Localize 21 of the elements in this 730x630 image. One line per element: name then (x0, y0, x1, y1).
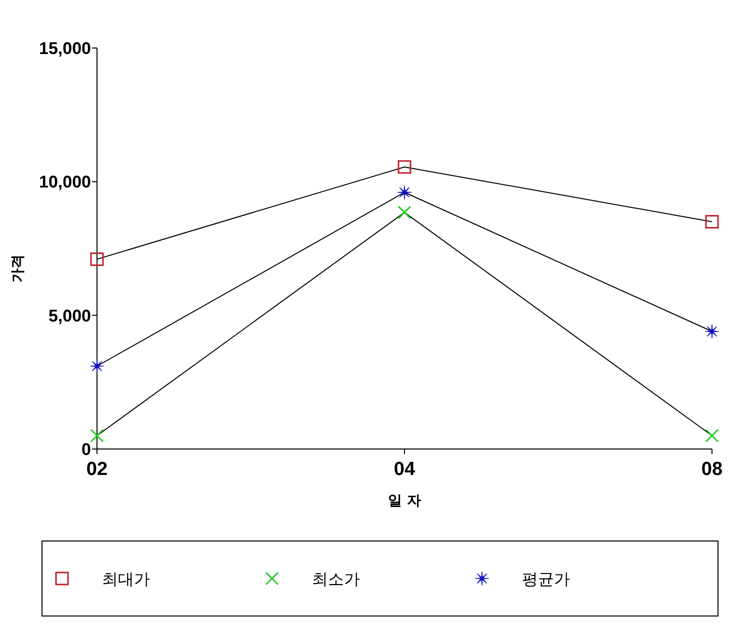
x-tick-label: 02 (86, 459, 108, 480)
point (398, 206, 412, 220)
y-tick-label: 0 (82, 440, 91, 459)
legend-label: 최소가 (312, 570, 360, 588)
y-tick-label: 15,000 (39, 39, 91, 58)
point (398, 160, 412, 174)
x-tick-label: 04 (394, 459, 416, 480)
x-axis-title: 일 자 (388, 493, 421, 509)
point (90, 358, 104, 374)
point (397, 185, 412, 200)
y-tick-label: 5,000 (48, 306, 91, 326)
legend-label: 최대가 (102, 570, 150, 588)
legend-label: 평균가 (522, 570, 570, 588)
x-tick-label: 08 (701, 459, 723, 480)
point (704, 324, 720, 339)
point (705, 215, 719, 229)
y-tick-label: 10,000 (39, 172, 91, 192)
y-axis-title: 가격 (10, 254, 26, 282)
point (705, 428, 719, 442)
point (90, 252, 104, 266)
point (90, 428, 104, 442)
